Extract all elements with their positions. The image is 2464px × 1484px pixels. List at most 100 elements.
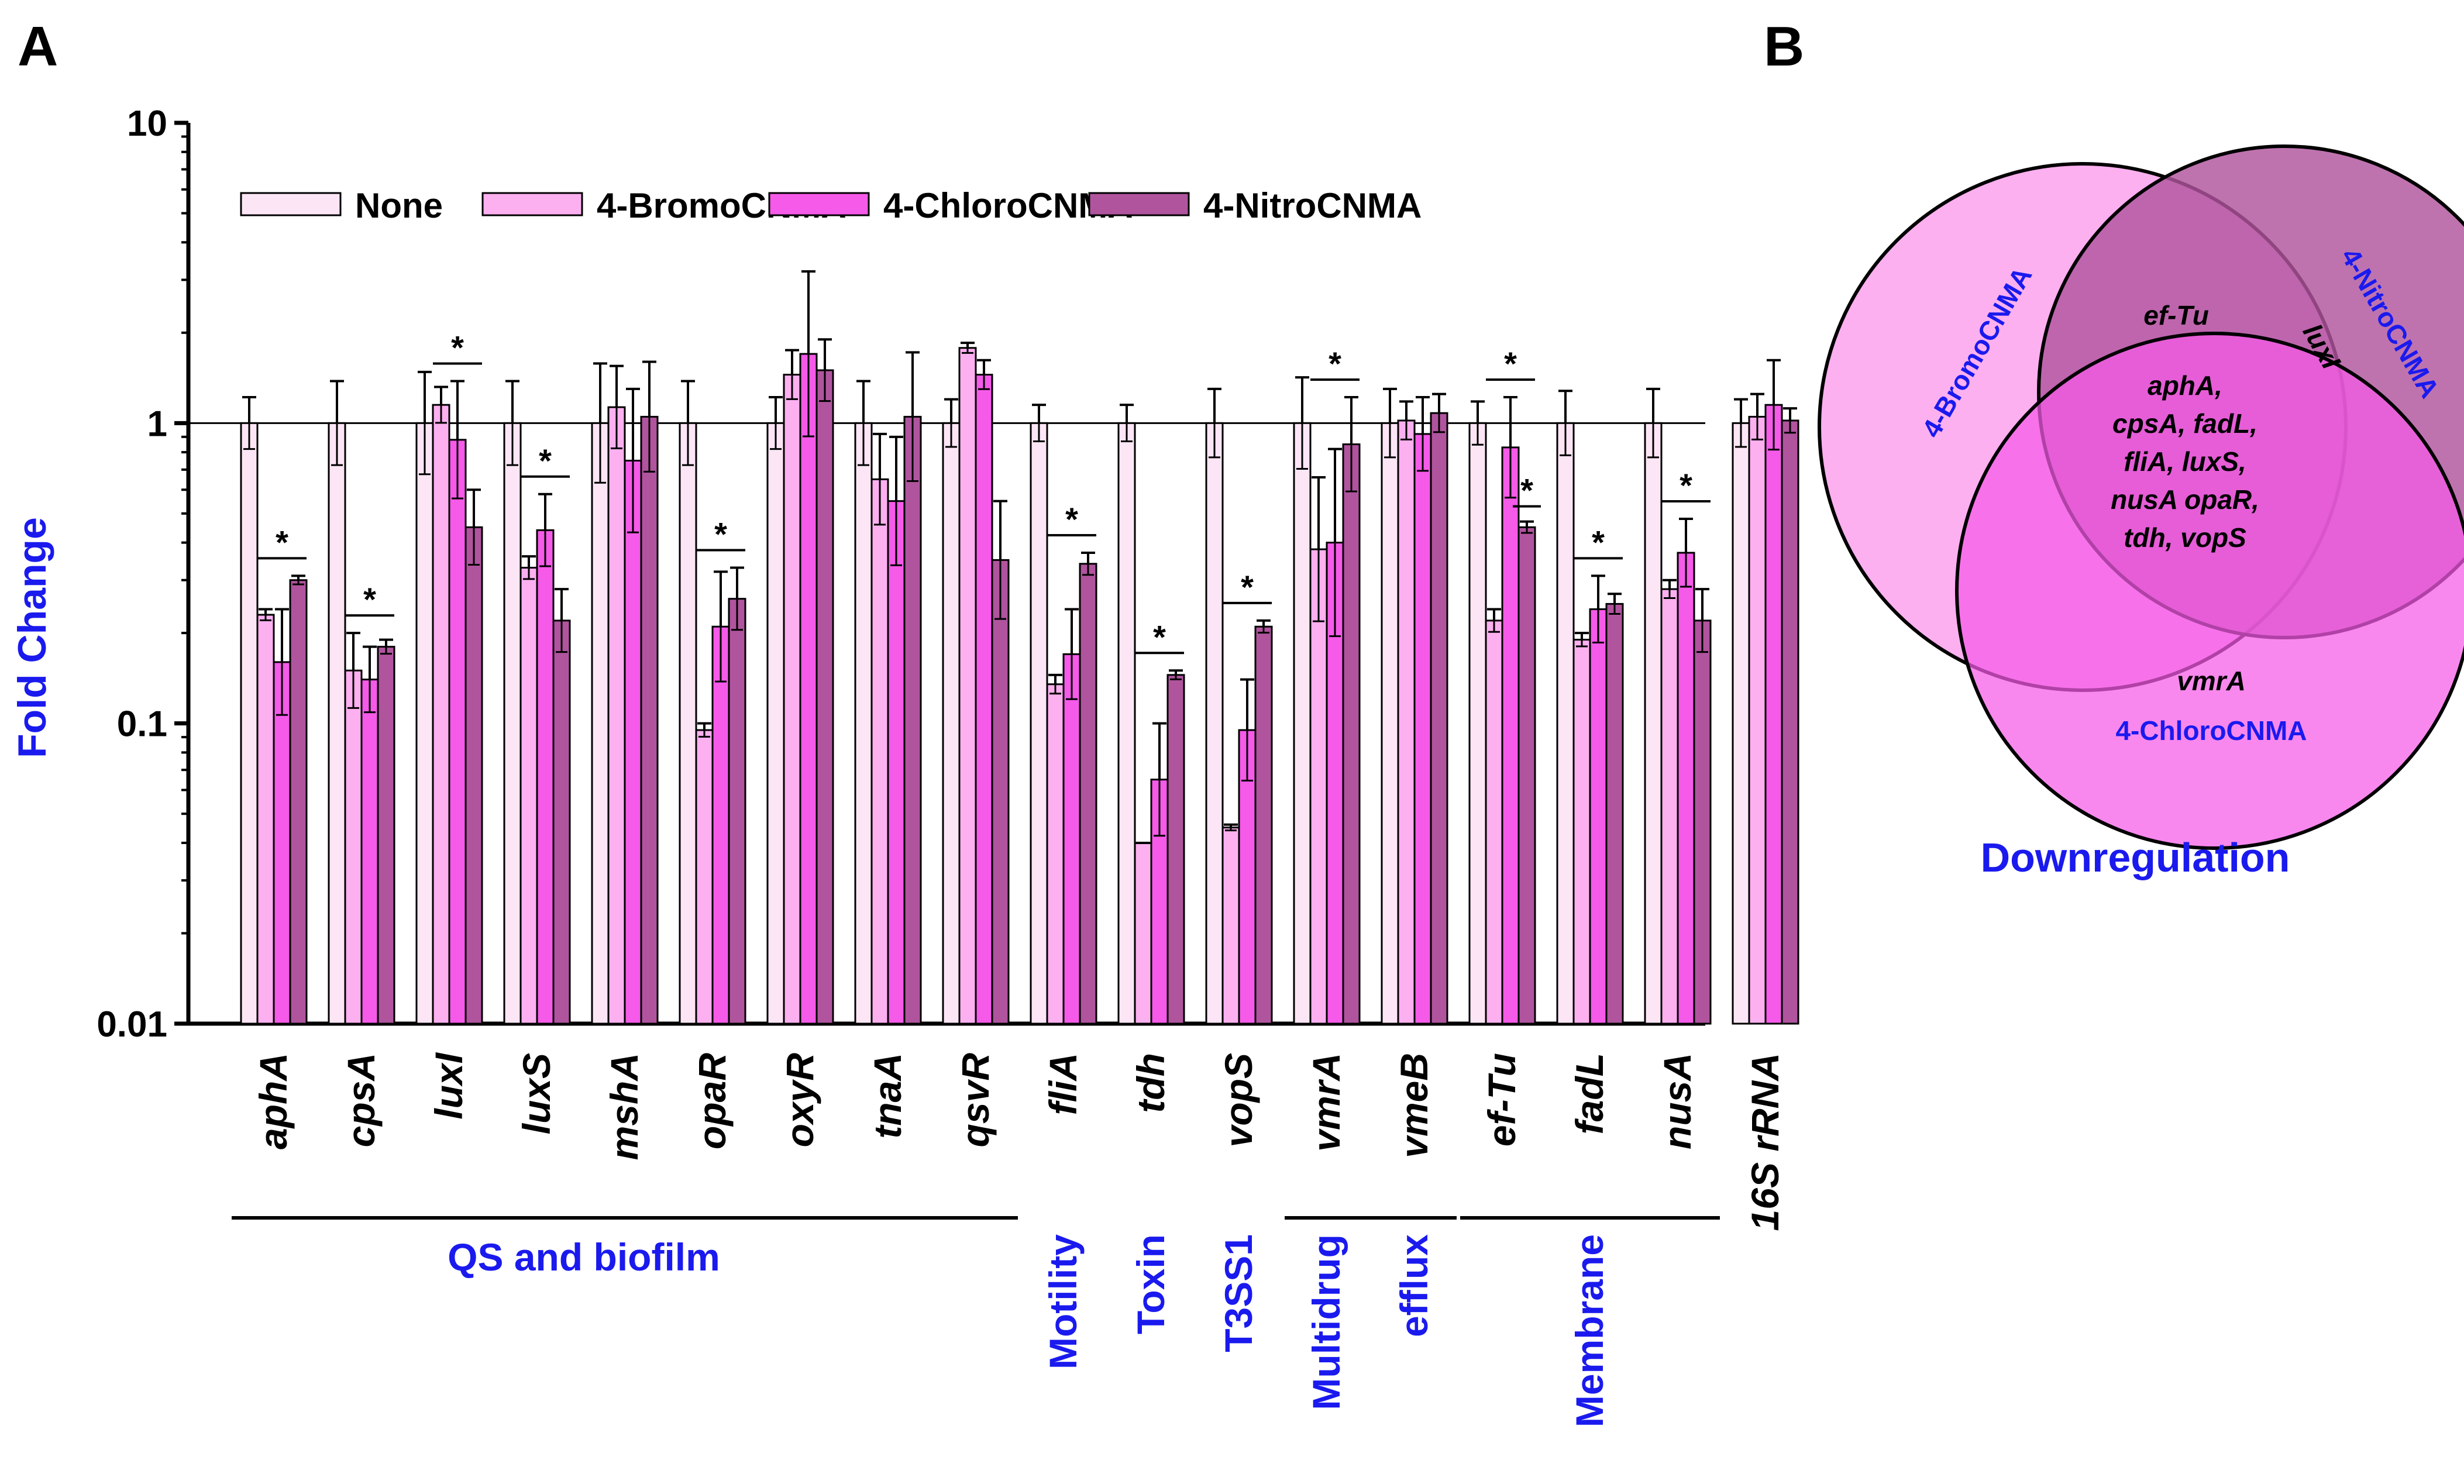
group-label: Multidrug [1305, 1234, 1348, 1410]
bar-nusA-4-chlorocnma [1677, 552, 1695, 1025]
bar-oxyR-none [766, 422, 785, 1025]
gene-groups: QS and biofilm Motility Toxin T3SS1 Multidru… [232, 1216, 1720, 1427]
bar-tnaA-4-chlorocnma [887, 500, 906, 1025]
venn-gene-tdh-vopS: tdh, vopS [2124, 522, 2246, 553]
bar-16S-rRNA-4-bromocnma [1748, 415, 1767, 1025]
bar-fliA-none [1030, 422, 1048, 1025]
group-label: QS and biofilm [448, 1235, 720, 1279]
venn-gene-nusA-opaR: nusA opaR, [2111, 484, 2259, 515]
venn-title: Downregulation [1981, 835, 2290, 880]
bar-luxI-4-chlorocnma [448, 439, 467, 1025]
bar-cpsA-4-bromocnma [344, 669, 363, 1025]
x-tick-label-tdh: tdh [1129, 1053, 1172, 1113]
bar-luxI-none [415, 422, 434, 1025]
bar-qsvR-none [942, 422, 961, 1025]
bar-tdh-4-nitrocnma [1166, 674, 1185, 1025]
bar-oxyR-4-nitrocnma [815, 369, 834, 1025]
bar-tnaA-4-nitrocnma [903, 415, 922, 1025]
bar-vopS-4-nitrocnma [1254, 625, 1273, 1025]
bar-ef-Tu-4-nitrocnma [1517, 526, 1536, 1025]
venn-gene-ef-tu: ef-Tu [2143, 300, 2209, 330]
bar-16S-rRNA-4-chlorocnma [1764, 404, 1783, 1025]
legend: None 4-BromoCNMA 4-ChloroCNMA 4-NitroCNMA [240, 186, 1422, 225]
bar-tdh-none [1117, 422, 1136, 1025]
venn-gene-aphA: aphA, [2148, 370, 2222, 401]
bar-tnaA-none [854, 422, 873, 1025]
bar-mshA-none [591, 422, 610, 1025]
legend-label: 4-NitroCNMA [1203, 186, 1422, 225]
bar-opaR-4-nitrocnma [728, 598, 746, 1025]
bar-ef-Tu-4-chlorocnma [1501, 446, 1520, 1025]
panel-label-b: B [1764, 15, 1804, 78]
bar-16S-rRNA-4-nitrocnma [1781, 419, 1799, 1025]
significance-star: * [1241, 569, 1254, 605]
group-label: efflux [1392, 1234, 1436, 1337]
x-tick-label-oxyR: oxyR [778, 1053, 821, 1148]
bar-luxS-4-bromocnma [519, 566, 538, 1025]
bar-16S-rRNA-none [1732, 422, 1750, 1025]
bar-fliA-4-chlorocnma [1062, 653, 1081, 1025]
x-tick-label-tnaA: tnaA [866, 1053, 909, 1139]
y-tick-label: 0.01 [97, 1004, 167, 1045]
x-tick-label-vmeB: vmeB [1392, 1053, 1436, 1158]
significance-star: * [1153, 618, 1166, 655]
group-label: T3SS1 [1217, 1234, 1260, 1352]
x-tick-label-ef-Tu: ef-Tu [1480, 1053, 1523, 1146]
significance-marks: * * * * * * * * * * * * * [257, 329, 1711, 655]
bar-ef-Tu-none [1468, 422, 1487, 1025]
venn-label-chloro: 4-ChloroCNMA [2115, 715, 2307, 746]
group-label: Motility [1041, 1234, 1085, 1369]
bar-vopS-4-bromocnma [1221, 827, 1240, 1025]
bar-fadL-4-bromocnma [1572, 639, 1591, 1025]
bar-tnaA-4-bromocnma [870, 478, 889, 1025]
bar-mshA-4-chlorocnma [624, 459, 642, 1025]
bar-luxI-4-bromocnma [432, 404, 450, 1025]
bar-fliA-4-nitrocnma [1079, 563, 1097, 1025]
bar-opaR-4-chlorocnma [711, 625, 730, 1025]
bar-cpsA-none [328, 422, 346, 1025]
bar-vopS-none [1205, 422, 1224, 1025]
significance-star: * [1680, 467, 1692, 504]
significance-star: * [714, 515, 727, 552]
x-tick-labels: aphA cpsA luxI luxS mshA opaR oxyR tnaA qsvR fliA… [252, 1052, 1787, 1231]
bar-cpsA-4-chlorocnma [360, 679, 379, 1025]
y-tick-label: 10 [127, 104, 167, 144]
bar-luxS-4-chlorocnma [536, 529, 555, 1025]
bar-tdh-4-bromocnma [1134, 842, 1152, 1025]
x-tick-label-mshA: mshA [603, 1053, 646, 1160]
significance-star: * [363, 581, 376, 618]
bar-vmrA-4-nitrocnma [1342, 443, 1361, 1025]
bar-vmeB-4-chlorocnma [1413, 433, 1432, 1025]
bar-qsvR-4-chlorocnma [975, 373, 993, 1025]
y-ticks: 0.01 0.1 1 10 [97, 104, 188, 1045]
bar-vmeB-none [1381, 422, 1399, 1025]
significance-star: * [1504, 345, 1517, 382]
x-tick-label-vopS: vopS [1217, 1053, 1260, 1147]
venn-diagram: 4-BromoCNMA 4-NitroCNMA 4-ChloroCNMA ef-… [1818, 144, 2464, 880]
bar-opaR-none [679, 422, 697, 1025]
panel-label-a: A [18, 15, 58, 78]
legend-swatch [240, 192, 342, 216]
x-tick-label-nusA: nusA [1656, 1053, 1699, 1149]
bar-nusA-none [1644, 422, 1663, 1025]
bar-qsvR-4-bromocnma [958, 347, 977, 1025]
bar-fadL-none [1556, 422, 1575, 1025]
y-axis-label: Fold Change [10, 517, 54, 758]
significance-star: * [1592, 524, 1605, 560]
bar-ef-Tu-4-bromocnma [1485, 619, 1503, 1025]
legend-swatch [481, 192, 583, 216]
x-tick-label-fadL: fadL [1568, 1053, 1611, 1134]
significance-star: * [451, 329, 464, 366]
x-tick-label-luxI: luxI [427, 1052, 470, 1119]
bar-fliA-4-bromocnma [1046, 683, 1065, 1025]
significance-star: * [1329, 345, 1341, 382]
x-tick-label-16S-rRNA: 16S rRNA [1743, 1053, 1787, 1231]
y-tick-label: 0.1 [117, 704, 167, 745]
bar-chart: Fold Change 0.01 0.1 1 10 * * * * * * * * * * * * * aph… [10, 104, 1799, 1427]
group-label: Toxin [1129, 1234, 1172, 1334]
venn-circle-chloro [1955, 332, 2464, 850]
bar-aphA-4-chlorocnma [273, 661, 291, 1025]
bar-luxI-4-nitrocnma [464, 526, 483, 1025]
bar-mshA-4-nitrocnma [640, 415, 659, 1025]
